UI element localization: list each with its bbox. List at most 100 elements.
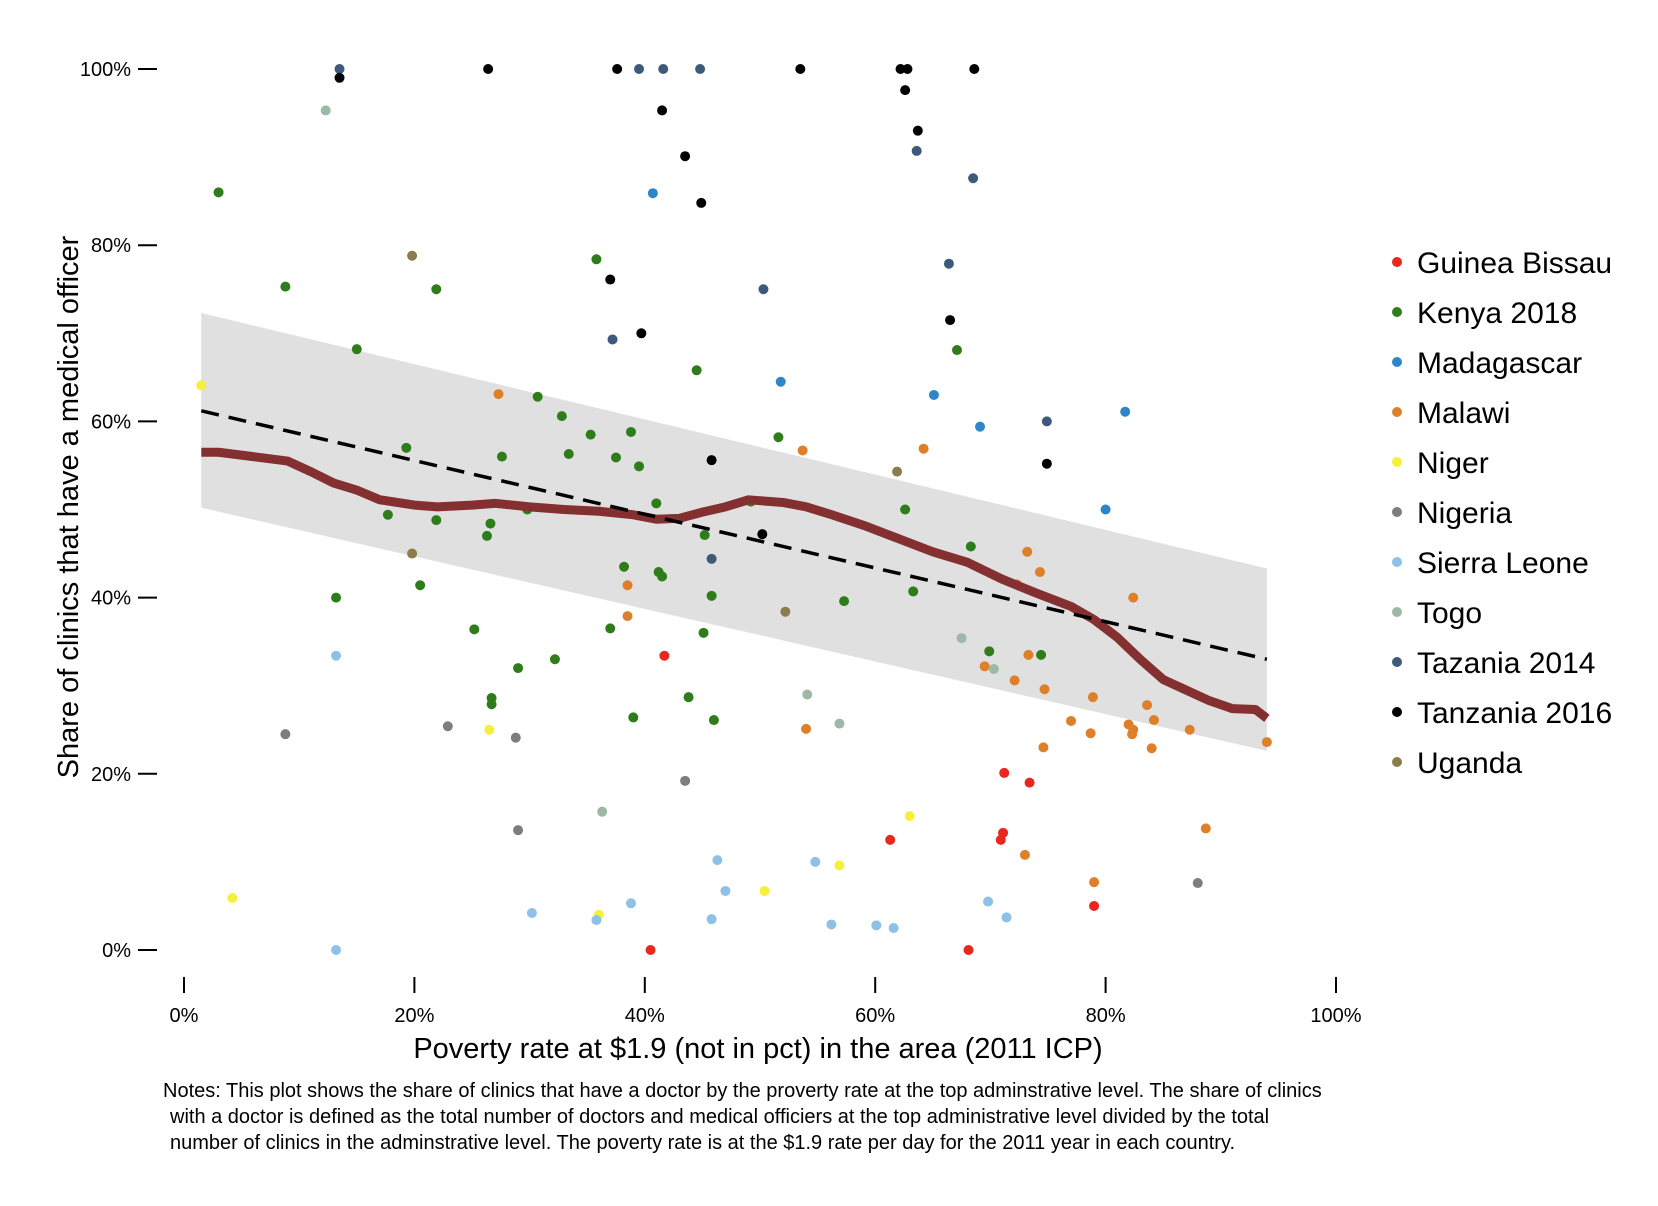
point-kenya-2018 (699, 530, 710, 541)
point-tanzania-2016 (334, 72, 345, 83)
point-kenya-2018 (513, 663, 524, 674)
point-tanzania-2016 (895, 64, 906, 74)
notes-line-3: number of clinics in the adminstrative l… (170, 1132, 1236, 1154)
point-tazania-2014 (634, 64, 645, 74)
point-kenya-2018 (485, 518, 496, 529)
point-tazania-2014 (911, 145, 922, 156)
legend-marker-tanzania-2016 (1392, 707, 1402, 717)
point-malawi (1023, 649, 1034, 660)
point-niger (227, 893, 238, 904)
legend-marker-niger (1392, 457, 1402, 467)
point-niger (196, 380, 207, 391)
legend-label-sierra-leone: Sierra Leone (1417, 547, 1589, 580)
point-kenya-2018 (698, 627, 709, 638)
legend-label-uganda: Uganda (1417, 747, 1522, 780)
smoothed-trend-line (201, 447, 1270, 722)
legend-marker-kenya-2018 (1392, 307, 1402, 317)
point-guinea-bissau (645, 945, 656, 955)
point-uganda (892, 466, 903, 477)
point-kenya-2018 (984, 646, 995, 657)
confidence-band (201, 313, 1267, 751)
legend-marker-malawi (1392, 407, 1402, 417)
point-kenya-2018 (431, 515, 442, 526)
point-nigeria (510, 732, 521, 743)
point-kenya-2018 (619, 561, 630, 572)
point-kenya-2018 (605, 623, 616, 634)
point-malawi (1261, 737, 1272, 748)
legend-marker-guinea-bissau (1392, 257, 1402, 267)
point-tanzania-2016 (706, 455, 717, 466)
point-kenya-2018 (951, 345, 962, 356)
point-guinea-bissau (1089, 900, 1100, 911)
point-kenya-2018 (691, 365, 702, 376)
point-guinea-bissau (885, 834, 896, 845)
point-kenya-2018 (657, 571, 668, 582)
point-kenya-2018 (708, 715, 719, 726)
confidence-band-layer (201, 313, 1267, 751)
point-malawi (622, 580, 633, 591)
x-tick-label: 80% (1086, 1005, 1126, 1027)
point-tanzania-2016 (757, 529, 768, 540)
point-malawi (1148, 715, 1159, 726)
point-sierra-leone (331, 650, 342, 661)
point-niger (904, 811, 915, 822)
chart-notes: Notes: This plot shows the share of clin… (163, 1078, 1633, 1156)
point-kenya-2018 (481, 530, 492, 541)
legend-label-nigeria: Nigeria (1417, 497, 1512, 530)
point-kenya-2018 (331, 592, 342, 603)
point-madagascar (975, 421, 986, 432)
point-sierra-leone (871, 920, 882, 931)
point-kenya-2018 (706, 590, 717, 601)
point-tazania-2014 (758, 284, 769, 295)
point-sierra-leone (888, 922, 899, 933)
point-tanzania-2016 (1041, 458, 1052, 469)
y-tick-label: 60% (91, 411, 131, 433)
legend-label-tazania-2014: Tazania 2014 (1417, 647, 1595, 680)
point-malawi (797, 445, 808, 456)
point-kenya-2018 (1036, 649, 1047, 660)
point-malawi (1087, 692, 1098, 703)
point-madagascar (775, 376, 786, 387)
point-tanzania-2016 (680, 151, 691, 162)
point-kenya-2018 (496, 451, 507, 462)
point-kenya-2018 (401, 442, 412, 453)
point-guinea-bissau (999, 767, 1010, 778)
x-tick-label: 100% (1310, 1005, 1361, 1027)
point-sierra-leone (826, 919, 837, 930)
point-tanzania-2016 (912, 125, 923, 136)
legend-label-tanzania-2016: Tanzania 2016 (1417, 697, 1612, 730)
x-tick-label: 20% (394, 1005, 434, 1027)
point-tazania-2014 (658, 64, 669, 74)
point-malawi (1022, 546, 1033, 557)
point-kenya-2018 (611, 452, 621, 463)
point-tanzania-2016 (657, 105, 668, 116)
trend-lines-layer (200, 409, 1270, 722)
point-malawi (1009, 675, 1020, 686)
point-sierra-leone (712, 855, 723, 866)
point-kenya-2018 (549, 654, 560, 665)
point-uganda (407, 548, 418, 559)
point-guinea-bissau (998, 827, 1009, 838)
point-kenya-2018 (591, 254, 602, 265)
point-togo (597, 806, 608, 817)
point-malawi (1184, 724, 1195, 735)
x-tick-label: 40% (625, 1005, 665, 1027)
point-tanzania-2016 (900, 85, 911, 96)
point-tazania-2014 (1041, 416, 1052, 427)
point-tazania-2014 (706, 553, 717, 564)
legend-marker-togo (1392, 607, 1402, 617)
point-kenya-2018 (683, 692, 694, 703)
y-tick-label: 0% (102, 940, 131, 962)
point-togo (956, 633, 967, 644)
point-nigeria (1192, 878, 1203, 889)
point-kenya-2018 (965, 541, 976, 552)
point-kenya-2018 (563, 448, 574, 459)
point-kenya-2018 (908, 586, 919, 597)
point-madagascar (928, 389, 939, 400)
point-kenya-2018 (651, 498, 662, 509)
point-kenya-2018 (556, 411, 567, 422)
point-tazania-2014 (695, 64, 706, 74)
point-togo (320, 105, 331, 116)
point-tanzania-2016 (605, 274, 616, 285)
